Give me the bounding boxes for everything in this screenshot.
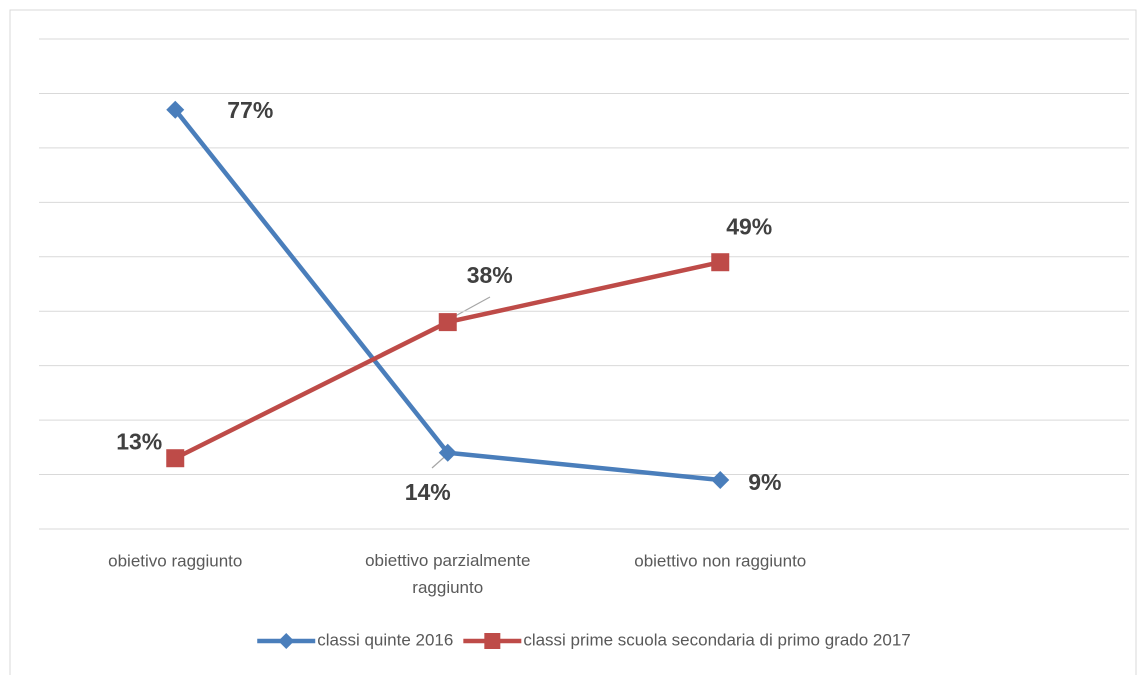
legend-label: classi prime scuola secondaria di primo … [523,630,910,649]
marker [166,449,185,468]
marker [711,253,730,272]
data-label: 9% [748,469,781,495]
x-tick-label: obiettivo parzialmente raggiunto [365,551,530,597]
data-label: 49% [726,213,772,239]
marker [166,100,185,119]
x-tick-label-line: raggiunto [412,578,483,597]
legend-item: classi prime scuola secondaria di primo … [463,630,911,649]
marker [438,443,457,462]
legend-marker [278,633,295,649]
x-tick-label: obiettivo non raggiunto [634,551,806,570]
marker [438,313,457,332]
data-label: 38% [467,262,513,288]
legend-label: classi quinte 2016 [317,630,453,649]
x-tick-label: obietivo raggiunto [108,551,242,570]
data-label: 13% [116,428,162,454]
chart-frame [9,9,1137,675]
data-label: 14% [405,479,451,505]
marker [711,471,730,489]
legend-item: classi quinte 2016 [257,630,453,649]
legend-marker [484,633,501,649]
data-label: 77% [227,97,273,123]
x-tick-label-line: obiettivo parzialmente [365,551,530,570]
